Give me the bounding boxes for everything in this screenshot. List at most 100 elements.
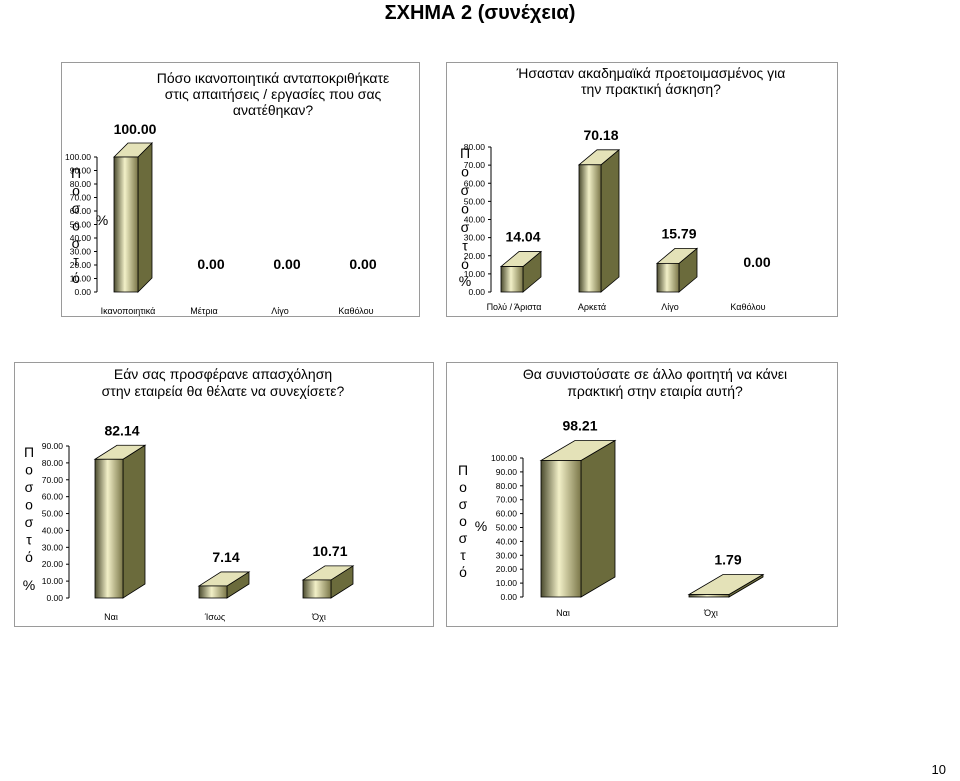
y-tick-label: 30.00 [42,542,64,552]
chart-panel-preparation: Ήσασταν ακαδημαϊκά προετοιμασμένος για τη… [446,62,838,317]
bar-value-label: 98.21 [562,417,597,433]
y-axis-label-letter: σ [72,235,81,251]
bar-value-label: 100.00 [114,121,157,137]
y-tick-label: 60.00 [464,178,486,188]
bar-front-face [198,585,228,599]
bar-1 [93,444,147,599]
x-category-label: Λίγο [661,302,679,312]
bar-value-label: 7.14 [212,549,239,565]
y-tick-label: 80.00 [464,142,486,152]
bar-value-label: 0.00 [273,256,300,272]
bar-value-label: 0.00 [349,256,376,272]
bar-value-label: 0.00 [197,256,224,272]
chart-title-line: Ήσασταν ακαδημαϊκά προετοιμασμένος για [516,65,786,81]
y-tick-label: 40.00 [496,536,518,546]
y-tick-label: 30.00 [70,247,92,257]
y-axis-label-letter: σ [72,200,81,216]
y-axis-label-letter: ο [72,218,80,234]
y-axis-label-letter: ο [459,513,467,529]
y-tick-label: 0.00 [500,592,517,602]
bar-front-face [302,579,332,599]
x-category-label: Όχι [703,608,718,618]
bar-1 [539,439,617,598]
y-axis-label-letter: τ [460,547,466,563]
y-axis-label-letter: ό [25,549,33,565]
x-category-label: Λίγο [271,306,289,316]
bar-3 [655,247,699,293]
y-axis-label-letter: Π [24,444,34,460]
y-axis-label-letter: τ [462,238,468,254]
page-number: 10 [931,762,946,777]
x-category-label: Μέτρια [190,306,217,316]
y-tick-label: 50.00 [42,509,64,519]
chart-title-line: ανατέθηκαν? [233,102,313,118]
bar-value-label: 1.79 [714,552,741,568]
y-tick-label: 70.00 [42,475,64,485]
y-axis-label-percent: % [96,212,108,228]
y-tick-label: 90.00 [70,166,92,176]
y-tick-label: 80.00 [496,481,518,491]
y-tick-label: 30.00 [496,550,518,560]
y-tick-label: 100.00 [65,152,91,162]
chart-panel-employment: Εάν σας προσφέρανε απασχόληση στην εταιρε… [14,362,434,627]
bar-front-face [688,594,730,598]
bar-3 [301,565,355,599]
y-axis-label-letter: σ [461,182,470,198]
y-axis-label-letter: σ [25,514,34,530]
chart-title-line: στην εταιρεία θα θέλατε να συνεχίσετε? [102,383,345,399]
y-axis-label-percent: % [459,273,471,289]
x-category-label: Καθόλου [338,306,373,316]
bar-side-face [580,439,616,598]
bar-side-face [137,142,153,293]
y-axis-label-letter: τ [73,253,79,269]
bar-value-label: 14.04 [505,229,540,245]
chart-svg-preparation: Ήσασταν ακαδημαϊκά προετοιμασμένος γιατη… [459,65,786,312]
y-tick-label: 10.00 [42,576,64,586]
chart-title-line: στις απαιτήσεις / εργασίες που σας [165,86,382,102]
y-axis-label-letter: σ [459,496,468,512]
y-tick-label: 70.00 [464,160,486,170]
y-axis-label-percent: % [475,518,487,534]
x-category-label: Ικανοποιητικά [101,306,156,316]
bar-front-face [500,266,524,293]
y-tick-label: 90.00 [42,441,64,451]
bar-front-face [656,262,680,293]
bar-value-label: 0.00 [743,254,770,270]
chart-title-line: Εάν σας προσφέρανε απασχόληση [114,366,332,382]
x-category-label: Καθόλου [730,302,765,312]
y-axis-label-letter: σ [461,219,470,235]
y-axis-label-letter: Π [460,145,470,161]
y-axis-label-letter: ο [25,462,33,478]
bar-side-face [122,444,146,599]
y-tick-label: 100.00 [491,453,517,463]
y-tick-label: 20.00 [464,251,486,261]
bar-front-face [540,460,582,598]
y-axis-label-letter: ο [461,201,469,217]
chart-title-line: την πρακτική άσκηση? [581,81,721,97]
y-tick-label: 30.00 [464,233,486,243]
y-tick-label: 40.00 [70,233,92,243]
y-tick-label: 60.00 [42,492,64,502]
bar-value-label: 10.71 [312,543,347,559]
chart-panel-recommend: Θα συνιστούσατε σε άλλο φοιτητή να κάνει… [446,362,838,627]
x-category-label: Πολύ / Άριστα [487,302,542,312]
bar-1 [499,250,543,293]
bar-value-label: 70.18 [583,127,618,143]
x-category-label: Ναι [104,612,118,622]
bar-2 [197,571,251,599]
y-tick-label: 20.00 [42,559,64,569]
y-axis-label-letter: Π [71,165,81,181]
y-axis-label-letter: τ [26,532,32,548]
chart-title-line: πρακτική στην εταιρία αυτή? [567,383,743,399]
y-tick-label: 70.00 [496,495,518,505]
y-tick-label: 50.00 [70,220,92,230]
y-tick-label: 60.00 [70,206,92,216]
bar-front-face [578,164,602,293]
chart-svg-recommend: Θα συνιστούσατε σε άλλο φοιτητή να κάνει… [458,366,787,618]
y-axis-label-letter: ό [461,256,469,272]
y-tick-label: 0.00 [74,287,91,297]
y-tick-label: 90.00 [496,467,518,477]
y-axis-label-letter: Π [458,462,468,478]
